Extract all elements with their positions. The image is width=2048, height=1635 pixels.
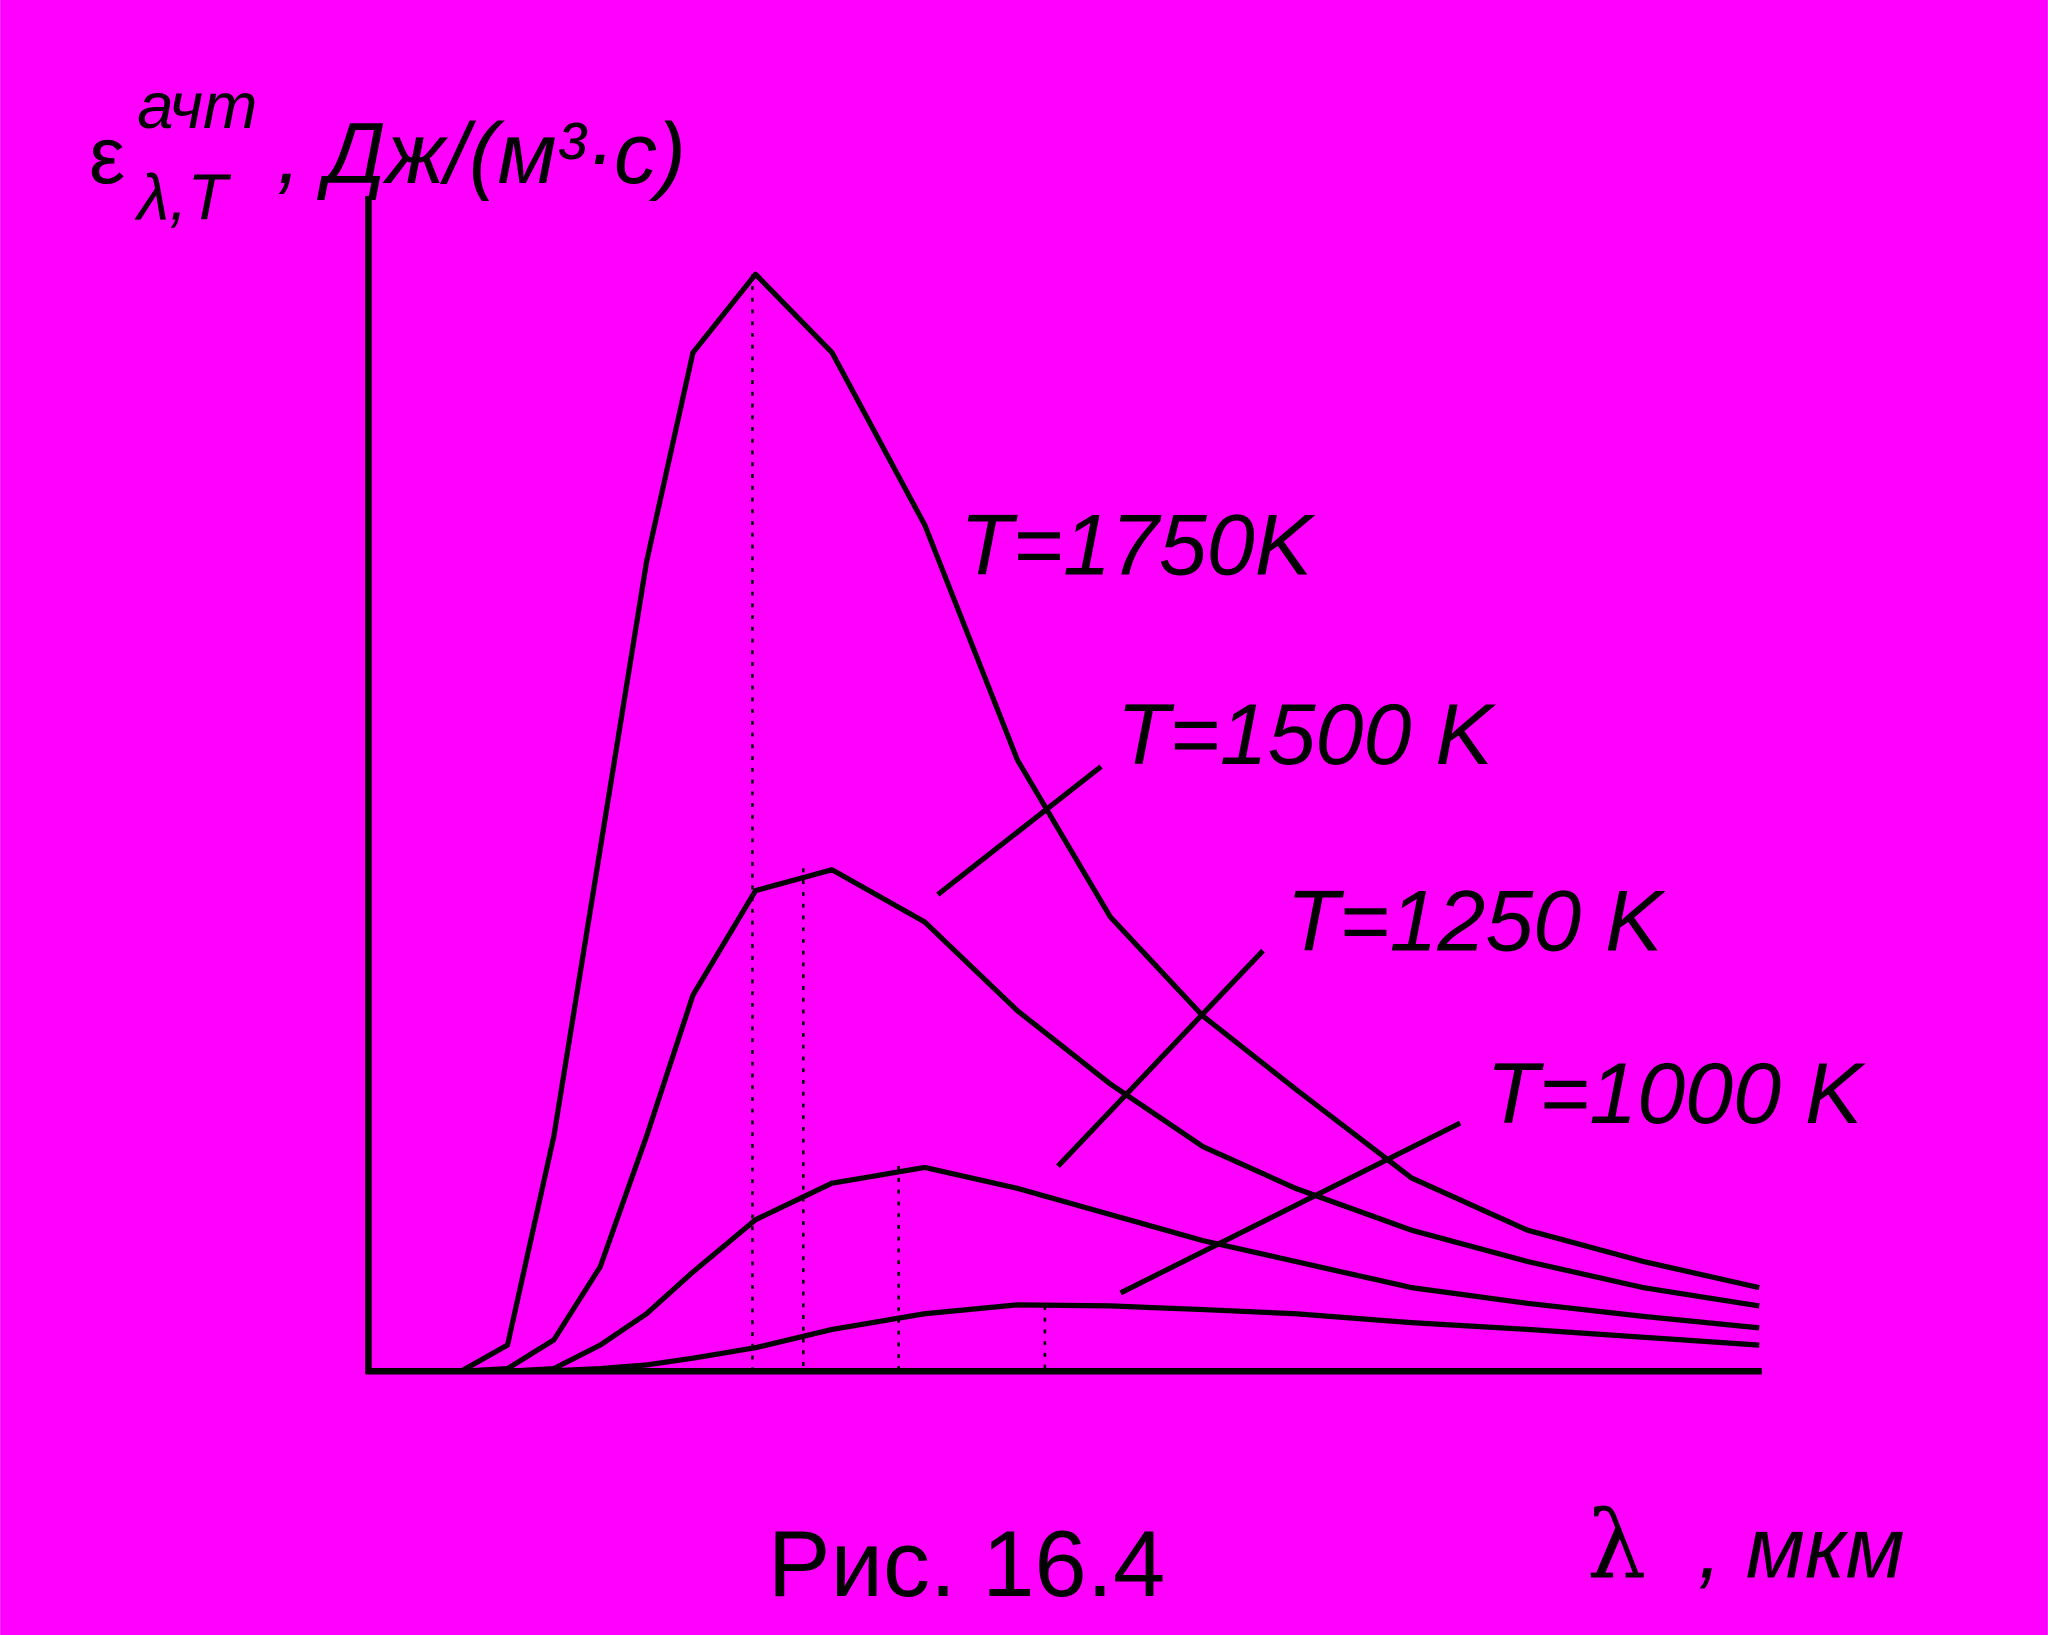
y-label-superscript: ачт <box>137 69 257 142</box>
caption: Рис. 16.4 <box>768 1511 1165 1616</box>
curve <box>461 1164 1760 1374</box>
series-label: T=1750K <box>960 498 1316 594</box>
curves <box>459 271 1760 1374</box>
y-label-symbol: ε <box>89 111 125 201</box>
x-label-unit: , мкм <box>1698 1501 1905 1597</box>
series-label: T=1250 K <box>1286 874 1666 970</box>
y-label-unit: , Дж/(м³·с) <box>277 106 686 202</box>
curve <box>459 271 1760 1374</box>
series-labels: T=1750K T=1500 K T=1250 K T=1000 K <box>960 498 1866 1142</box>
y-label-subscript: λ,T <box>134 160 231 233</box>
series-label: T=1000 K <box>1486 1046 1866 1142</box>
x-label-symbol: λ <box>1587 1492 1647 1601</box>
curve <box>461 867 1760 1374</box>
leader-line <box>1056 948 1265 1168</box>
peak-guides <box>751 274 1047 1372</box>
series-label: T=1500 K <box>1117 687 1497 783</box>
leaders <box>936 764 1462 1296</box>
leader-line <box>936 764 1103 897</box>
leader-line <box>1119 1120 1462 1296</box>
